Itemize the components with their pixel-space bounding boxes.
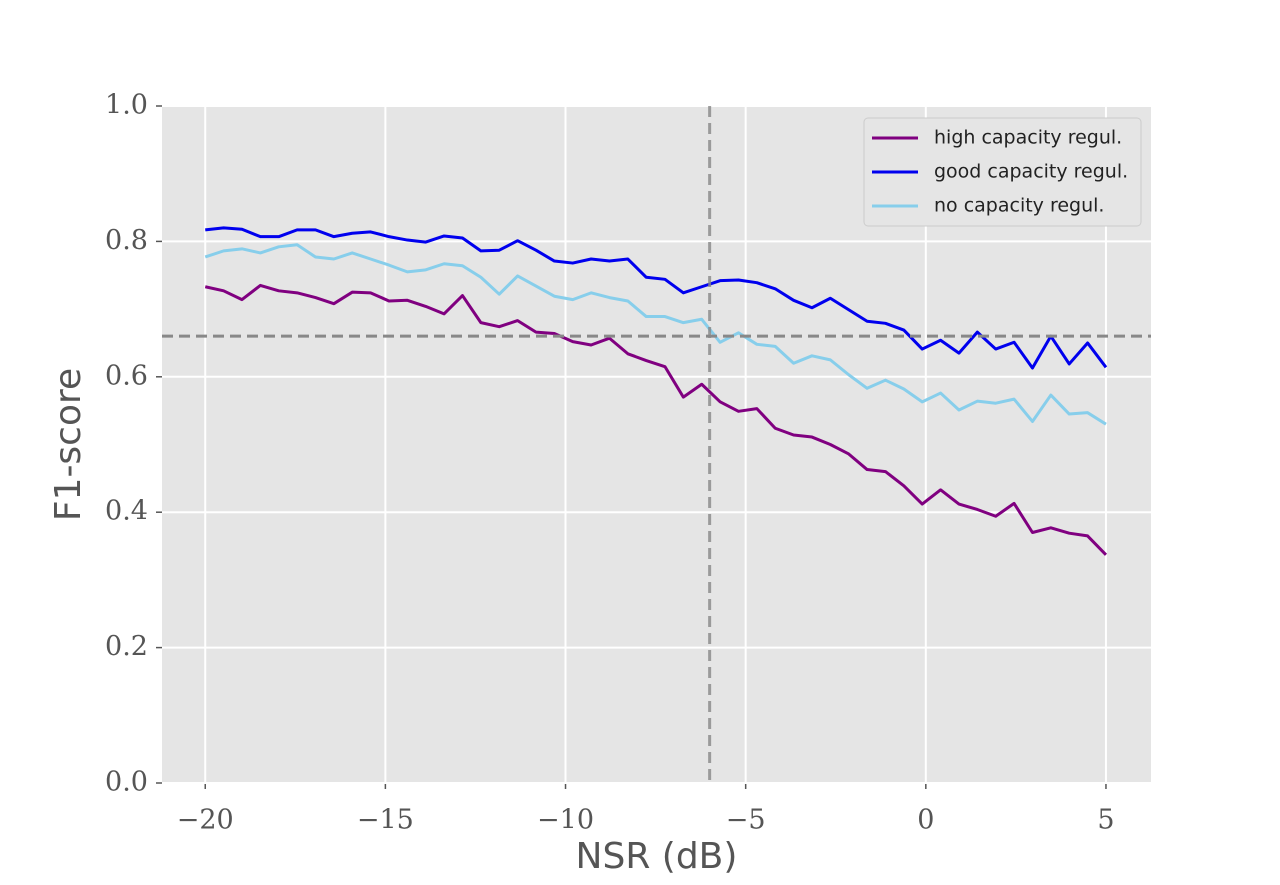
x-axis-label: NSR (dB) [576,836,738,877]
x-tick-label: −20 [177,805,234,836]
x-tick-label: 5 [1097,805,1114,836]
legend-box [863,117,1142,227]
y-axis-label: F1-score [48,368,89,521]
legend-label: no capacity regul. [934,195,1104,217]
y-tick-label: 1.0 [105,90,148,121]
x-tick-label: −15 [357,805,414,836]
y-tick-label: 0.4 [105,496,148,527]
legend-label: good capacity regul. [934,161,1128,183]
line [204,243,1107,426]
x-tick-label: 0 [917,805,934,836]
line [205,226,1108,370]
y-tick-label: 0.6 [105,360,148,391]
y-tick-label: 0.0 [105,767,148,798]
x-tick-label: −5 [726,805,766,836]
y-tick-label: 0.8 [105,225,148,256]
line [204,283,1108,556]
legend-label: high capacity regul. [934,127,1122,149]
x-tick-label: −10 [537,805,594,836]
y-tick-label: 0.2 [105,631,148,662]
